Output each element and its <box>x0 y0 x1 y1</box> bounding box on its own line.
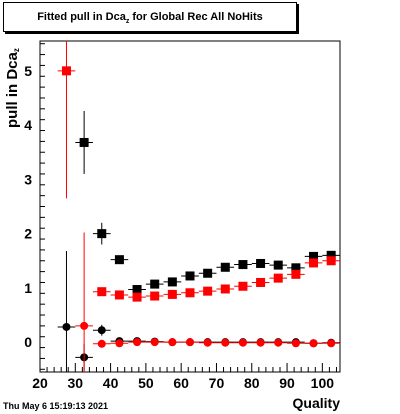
data-point-square <box>132 285 142 295</box>
data-point-square <box>203 286 213 296</box>
x-tick-label: 40 <box>103 375 119 391</box>
data-point-square <box>97 287 107 297</box>
data-point-circle <box>115 339 124 348</box>
data-point-square <box>220 262 230 272</box>
y-axis-label-text: pull in Dca <box>4 52 21 128</box>
y-axis-label-subscript: z <box>12 48 21 53</box>
data-point-square <box>220 284 230 294</box>
chart-title-prefix: Fitted pull in Dca <box>37 11 126 23</box>
y-tick-label: 0 <box>24 334 32 350</box>
data-point-square <box>291 263 301 273</box>
data-point-circle <box>168 338 177 347</box>
chart-title-box: Fitted pull in Dcaz for Global Rec All N… <box>3 2 297 32</box>
data-point-square <box>114 290 124 300</box>
x-axis-label: Quality <box>292 395 340 411</box>
data-point-square <box>291 269 301 279</box>
data-point-circle <box>291 339 300 348</box>
y-tick-label: 4 <box>24 117 32 133</box>
data-point-circle <box>97 326 106 335</box>
data-point-square <box>150 279 160 289</box>
x-tick-label: 80 <box>244 375 260 391</box>
chart-title-subscript: z <box>125 18 130 26</box>
data-point-circle <box>62 322 71 331</box>
data-point-square <box>167 277 177 287</box>
data-point-square <box>185 288 195 298</box>
data-point-square <box>167 289 177 299</box>
data-point-square <box>61 66 71 76</box>
y-tick-label: 2 <box>24 226 32 242</box>
chart-title-suffix: for Global Rec All NoHits <box>129 11 263 23</box>
data-point-circle <box>309 339 318 348</box>
data-point-square <box>273 260 283 270</box>
data-point-circle <box>80 321 89 330</box>
data-point-square <box>309 258 319 268</box>
data-point-square <box>238 281 248 291</box>
data-point-circle <box>221 338 230 347</box>
data-point-circle <box>133 338 142 347</box>
data-point-circle <box>97 339 106 348</box>
data-point-square <box>114 255 124 265</box>
data-point-square <box>79 137 89 147</box>
y-tick-label: 3 <box>24 171 32 187</box>
y-tick-label: 1 <box>24 280 32 296</box>
y-axis-label: pull in Dcaz <box>4 48 23 128</box>
x-tick-label: 30 <box>68 375 84 391</box>
x-tick-label: 70 <box>209 375 225 391</box>
x-tick-label: 50 <box>138 375 154 391</box>
data-point-circle <box>203 338 212 347</box>
data-point-square <box>97 229 107 239</box>
data-point-square <box>326 256 336 266</box>
x-tick-label: 90 <box>279 375 295 391</box>
data-point-circle <box>150 338 159 347</box>
data-point-circle <box>186 338 194 347</box>
data-point-square <box>150 291 160 301</box>
data-point-square <box>326 250 336 260</box>
data-point-circle <box>327 339 336 348</box>
x-tick-label: 20 <box>32 375 48 391</box>
data-point-square <box>132 292 142 302</box>
data-point-square <box>238 260 248 270</box>
data-point-square <box>256 277 266 287</box>
chart-title: Fitted pull in Dcaz for Global Rec All N… <box>4 11 296 25</box>
timestamp: Thu May 6 15:19:13 2021 <box>3 401 109 411</box>
x-tick-label: 100 <box>311 375 335 391</box>
y-tick-label: 5 <box>24 63 32 79</box>
data-point-circle <box>274 338 283 347</box>
data-point-square <box>273 273 283 283</box>
data-point-square <box>309 251 319 261</box>
data-point-circle <box>238 338 247 347</box>
data-point-circle <box>256 338 265 347</box>
data-point-square <box>203 268 213 278</box>
x-tick-label: 60 <box>173 375 189 391</box>
data-point-square <box>256 258 266 268</box>
data-point-square <box>185 271 195 281</box>
